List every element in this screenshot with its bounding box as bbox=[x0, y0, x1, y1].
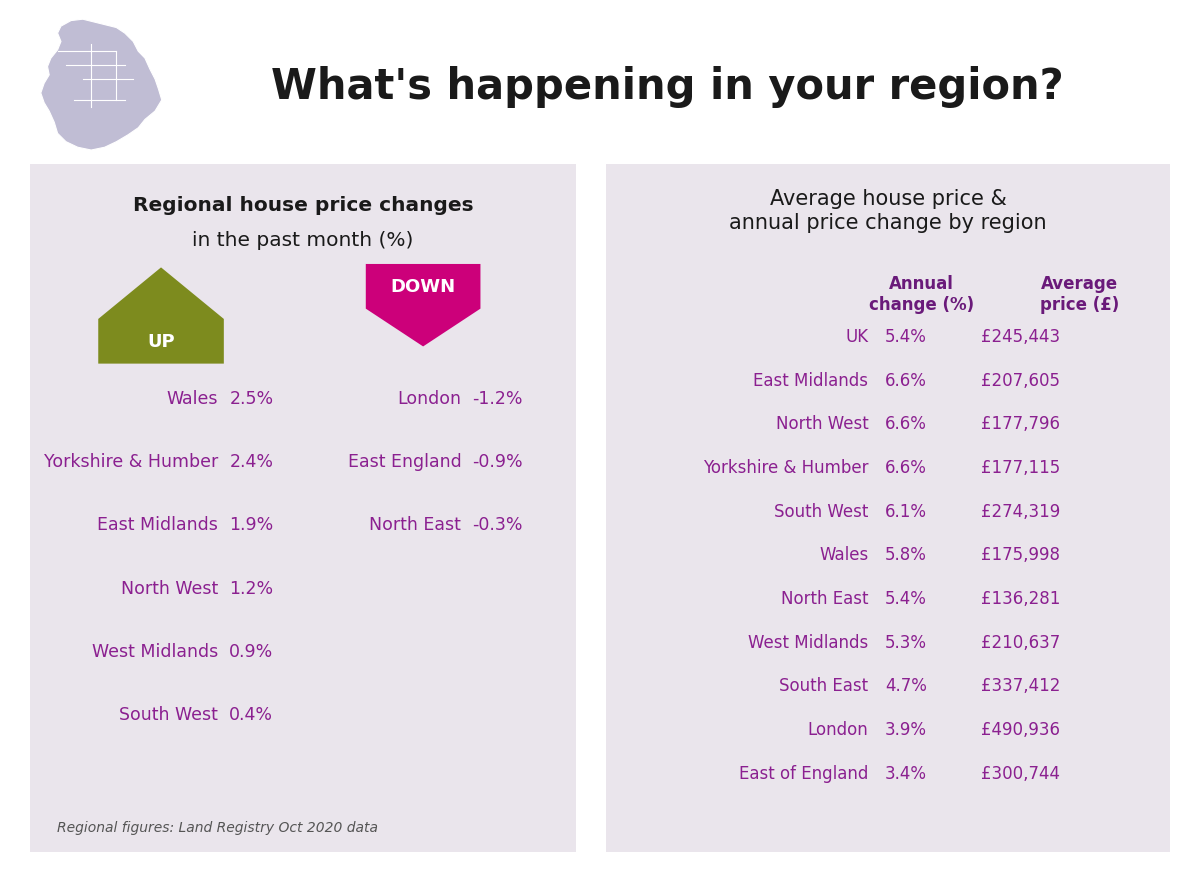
Text: North West: North West bbox=[775, 415, 869, 433]
Polygon shape bbox=[41, 20, 162, 151]
Text: £177,796: £177,796 bbox=[982, 415, 1060, 433]
Text: 2.5%: 2.5% bbox=[229, 389, 274, 408]
Text: 5.4%: 5.4% bbox=[886, 589, 928, 607]
Text: South East: South East bbox=[779, 676, 869, 694]
Text: North East: North East bbox=[370, 516, 461, 534]
Text: 3.9%: 3.9% bbox=[886, 720, 928, 738]
Text: UK: UK bbox=[845, 328, 869, 346]
Text: East England: East England bbox=[348, 453, 461, 471]
Text: 5.3%: 5.3% bbox=[886, 633, 928, 651]
Text: 1.9%: 1.9% bbox=[229, 516, 274, 534]
Text: 1.2%: 1.2% bbox=[229, 579, 274, 597]
Text: in the past month (%): in the past month (%) bbox=[192, 230, 414, 249]
Polygon shape bbox=[98, 268, 224, 364]
Text: West Midlands: West Midlands bbox=[92, 642, 218, 660]
Text: 3.4%: 3.4% bbox=[886, 764, 928, 781]
Text: 5.8%: 5.8% bbox=[886, 546, 928, 564]
Text: Average house price &
annual price change by region: Average house price & annual price chang… bbox=[730, 189, 1046, 232]
Text: £177,115: £177,115 bbox=[982, 459, 1061, 476]
Text: 0.4%: 0.4% bbox=[229, 706, 274, 723]
Text: £136,281: £136,281 bbox=[982, 589, 1061, 607]
Text: Average
price (£): Average price (£) bbox=[1040, 275, 1120, 314]
Text: £245,443: £245,443 bbox=[982, 328, 1060, 346]
Text: Annual
change (%): Annual change (%) bbox=[869, 275, 974, 314]
FancyBboxPatch shape bbox=[600, 158, 1176, 859]
Text: £210,637: £210,637 bbox=[982, 633, 1061, 651]
Text: Wales: Wales bbox=[820, 546, 869, 564]
Text: Wales: Wales bbox=[167, 389, 218, 408]
Text: North East: North East bbox=[781, 589, 869, 607]
Text: East of England: East of England bbox=[739, 764, 869, 781]
Polygon shape bbox=[366, 265, 480, 347]
FancyBboxPatch shape bbox=[24, 158, 582, 859]
Text: £490,936: £490,936 bbox=[982, 720, 1060, 738]
Text: South West: South West bbox=[774, 502, 869, 521]
Text: 5.4%: 5.4% bbox=[886, 328, 928, 346]
Text: Regional house price changes: Regional house price changes bbox=[133, 196, 473, 215]
Text: West Midlands: West Midlands bbox=[748, 633, 869, 651]
Text: £300,744: £300,744 bbox=[982, 764, 1060, 781]
Text: 4.7%: 4.7% bbox=[886, 676, 928, 694]
Text: East Midlands: East Midlands bbox=[754, 371, 869, 389]
Text: £337,412: £337,412 bbox=[982, 676, 1061, 694]
Text: 6.6%: 6.6% bbox=[886, 415, 928, 433]
Text: £274,319: £274,319 bbox=[982, 502, 1061, 521]
Text: London: London bbox=[397, 389, 461, 408]
Text: 6.6%: 6.6% bbox=[886, 459, 928, 476]
Text: 2.4%: 2.4% bbox=[229, 453, 274, 471]
Text: Yorkshire & Humber: Yorkshire & Humber bbox=[703, 459, 869, 476]
Text: 6.1%: 6.1% bbox=[886, 502, 928, 521]
Text: Yorkshire & Humber: Yorkshire & Humber bbox=[44, 453, 218, 471]
Text: What's happening in your region?: What's happening in your region? bbox=[271, 66, 1064, 108]
Text: Regional figures: Land Registry Oct 2020 data: Regional figures: Land Registry Oct 2020… bbox=[58, 820, 378, 834]
Text: £175,998: £175,998 bbox=[982, 546, 1060, 564]
Text: £207,605: £207,605 bbox=[982, 371, 1060, 389]
Text: North West: North West bbox=[121, 579, 218, 597]
Text: 0.9%: 0.9% bbox=[229, 642, 274, 660]
Text: -1.2%: -1.2% bbox=[473, 389, 523, 408]
Text: -0.9%: -0.9% bbox=[473, 453, 523, 471]
Text: -0.3%: -0.3% bbox=[473, 516, 523, 534]
Text: DOWN: DOWN bbox=[390, 278, 456, 296]
Text: London: London bbox=[808, 720, 869, 738]
Text: South West: South West bbox=[120, 706, 218, 723]
Text: 6.6%: 6.6% bbox=[886, 371, 928, 389]
Text: UP: UP bbox=[148, 333, 175, 351]
Text: East Midlands: East Midlands bbox=[97, 516, 218, 534]
